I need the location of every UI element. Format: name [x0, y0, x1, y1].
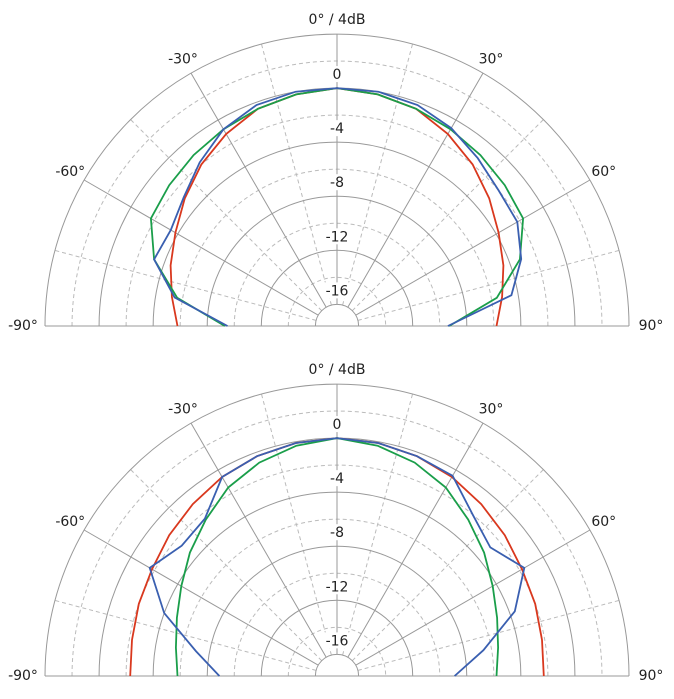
minor-spoke [260, 393, 332, 656]
angle-label: -30° [168, 51, 198, 67]
angle-label: -90° [8, 668, 38, 684]
ring [314, 303, 360, 327]
chart-title: 0° / 4dB [309, 12, 366, 28]
r-tick-label: -12 [326, 229, 349, 245]
label-bg [323, 578, 351, 595]
angle-label: -90° [8, 318, 38, 334]
r-tick-label: -16 [326, 283, 349, 299]
spoke [347, 72, 484, 308]
minor-spoke [357, 599, 620, 671]
minor-spoke [357, 249, 620, 321]
minor-spoke [130, 119, 323, 312]
r-tick-label: 0 [333, 417, 342, 433]
minor-spoke [342, 43, 414, 306]
series-line [153, 87, 523, 327]
series-line [148, 437, 526, 677]
angle-label: -60° [55, 514, 85, 530]
ring [260, 249, 414, 327]
label-bg [323, 228, 351, 245]
label-bg [323, 470, 351, 487]
label-bg [323, 282, 351, 299]
angle-label: 30° [479, 401, 504, 417]
ring [206, 545, 468, 677]
minor-spoke [351, 469, 544, 662]
ring [152, 491, 522, 677]
angle-label: 90° [639, 318, 664, 334]
r-tick-label: -16 [326, 633, 349, 649]
ring [314, 653, 360, 677]
label-bg [323, 416, 351, 433]
ring [260, 599, 414, 677]
label-bg [323, 524, 351, 541]
angle-label: 90° [639, 668, 664, 684]
ring [206, 195, 468, 327]
spoke [190, 72, 327, 308]
angle-label: 60° [591, 164, 616, 180]
label-bg [323, 120, 351, 137]
r-tick-label: 0 [333, 67, 342, 83]
angle-label: 60° [591, 514, 616, 530]
r-tick-label: -12 [326, 579, 349, 595]
angle-label: -30° [168, 401, 198, 417]
minor-ring [287, 626, 387, 677]
label-bg [323, 174, 351, 191]
angle-label: -60° [55, 164, 85, 180]
outer-ring [44, 33, 630, 327]
spoke [355, 179, 591, 316]
outer-ring [44, 383, 630, 677]
r-tick-label: -4 [330, 121, 344, 137]
minor-spoke [342, 393, 414, 656]
minor-spoke [260, 43, 332, 306]
minor-ring [287, 276, 387, 327]
spoke [83, 529, 319, 666]
spoke [347, 422, 484, 658]
label-bg [323, 66, 351, 83]
spoke [355, 529, 591, 666]
r-tick-label: -4 [330, 471, 344, 487]
minor-spoke [54, 599, 317, 671]
chart-title: 0° / 4dB [309, 362, 366, 378]
minor-spoke [130, 469, 323, 662]
r-tick-label: -8 [330, 525, 344, 541]
minor-spoke [351, 119, 544, 312]
label-bg [323, 632, 351, 649]
r-tick-label: -8 [330, 175, 344, 191]
spoke [83, 179, 319, 316]
angle-label: 30° [479, 51, 504, 67]
minor-spoke [54, 249, 317, 321]
spoke [190, 422, 327, 658]
